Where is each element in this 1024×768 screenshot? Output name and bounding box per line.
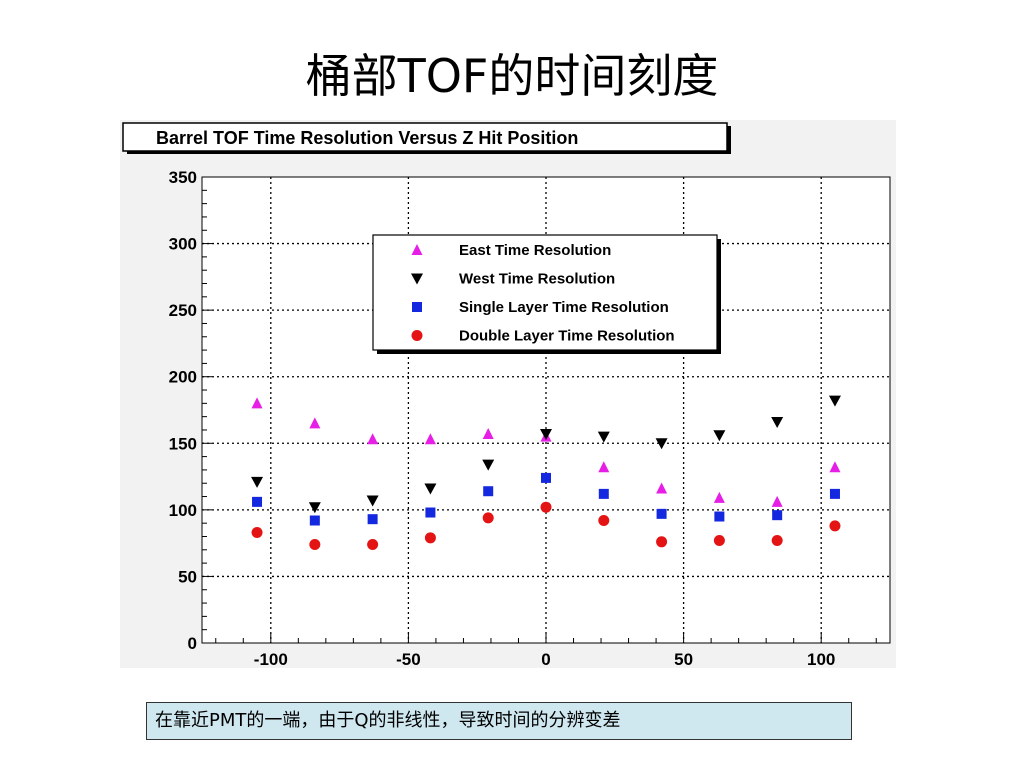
data-point [309, 538, 321, 550]
data-point [714, 511, 725, 522]
data-point [367, 514, 378, 525]
slide-title: 桶部TOF的时间刻度 [305, 49, 719, 103]
data-point [598, 488, 609, 499]
data-point [540, 501, 552, 513]
x-tick-label: -100 [254, 650, 288, 668]
legend-label: East Time Resolution [459, 242, 611, 259]
legend-label: Double Layer Time Resolution [459, 328, 675, 345]
data-point [829, 461, 841, 473]
data-point [656, 508, 667, 519]
data-point [713, 430, 726, 442]
legend-label: Single Layer Time Resolution [459, 299, 669, 316]
data-point [251, 397, 263, 409]
data-point [367, 433, 379, 445]
data-point [483, 486, 494, 497]
legend-label: West Time Resolution [459, 271, 615, 288]
y-tick-label: 0 [188, 634, 197, 653]
legend-box [372, 234, 718, 351]
data-point [540, 428, 552, 440]
axes: 0 50 100 150 200 250 300 350 -100 -50 0 50 100 [169, 168, 877, 668]
data-point [309, 515, 320, 526]
data-point [424, 532, 436, 544]
data-point [308, 502, 321, 514]
y-tick-label: 100 [169, 501, 197, 520]
data-point [309, 417, 321, 429]
legend-marker [412, 302, 422, 312]
y-tick-label: 250 [169, 301, 197, 320]
data-point [541, 472, 551, 483]
x-tick-label: 50 [674, 650, 693, 668]
data-point [251, 476, 264, 488]
chart-panel: Barrel TOF Time Resolution Versus Z Hit … [120, 120, 896, 668]
x-tick-label: -50 [396, 650, 421, 668]
data-point [597, 431, 610, 443]
legend: East Time Resolution West Time Resolution… [372, 234, 721, 354]
data-point [828, 395, 841, 407]
chart-title: Barrel TOF Time Resolution Versus Z Hit … [156, 128, 578, 148]
data-point [482, 512, 494, 524]
data-point [424, 483, 437, 495]
data-point [656, 536, 668, 548]
data-markers [251, 395, 841, 550]
data-point [367, 538, 379, 550]
data-point [482, 427, 494, 439]
data-point [251, 526, 263, 538]
y-tick-label: 350 [169, 168, 197, 187]
x-tick-label: 0 [541, 650, 550, 668]
caption-box: 在靠近PMT的一端，由于Q的非线性，导致时间的分辨变差 [146, 702, 852, 740]
data-point [656, 482, 668, 494]
data-point [598, 515, 610, 527]
legend-marker [411, 244, 423, 255]
data-point [772, 510, 783, 521]
y-tick-label: 50 [178, 567, 197, 586]
data-point [424, 433, 436, 445]
data-point [829, 488, 840, 499]
data-point [482, 459, 495, 471]
data-point [425, 507, 436, 518]
x-tick-label: 100 [807, 650, 835, 668]
chart-svg: Barrel TOF Time Resolution Versus Z Hit … [122, 122, 891, 668]
y-tick-label: 200 [169, 368, 197, 387]
data-point [598, 461, 610, 473]
y-tick-label: 300 [169, 235, 197, 254]
data-point [252, 496, 263, 507]
legend-marker [411, 273, 423, 285]
data-point [829, 520, 841, 532]
data-point [366, 495, 379, 507]
title-box [122, 122, 728, 152]
data-point [771, 534, 783, 546]
data-point [655, 438, 668, 450]
data-point [771, 495, 783, 507]
data-point [771, 416, 784, 428]
data-point [713, 534, 725, 546]
data-point [713, 491, 725, 503]
legend-marker [411, 330, 423, 341]
y-tick-label: 150 [169, 434, 197, 453]
